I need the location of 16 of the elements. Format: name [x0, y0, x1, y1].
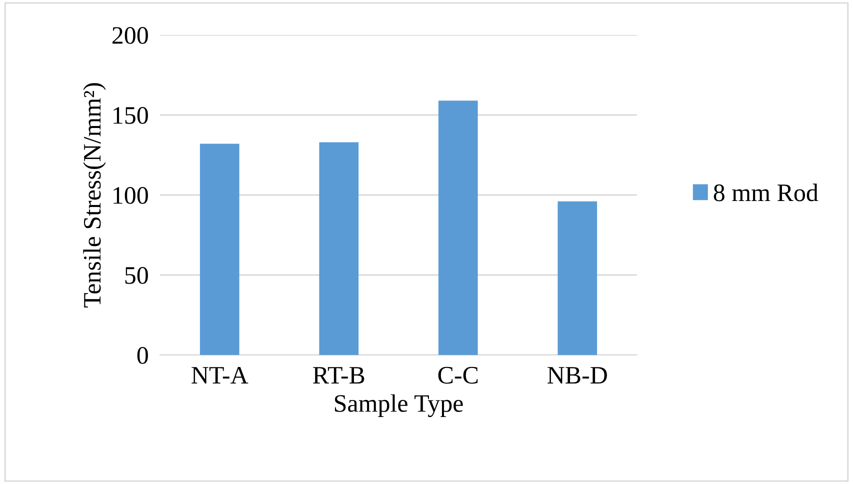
- bar: [319, 142, 359, 355]
- legend-label: 8 mm Rod: [714, 184, 818, 202]
- x-tick-label: NT-A: [192, 366, 248, 384]
- x-axis-title: Sample Type: [334, 394, 463, 418]
- y-tick-label: 100: [114, 187, 148, 204]
- bar: [558, 201, 598, 355]
- x-tick-label: C-C: [438, 366, 478, 384]
- y-tick-label: 200: [112, 27, 148, 44]
- x-tick-label: NB-D: [548, 367, 607, 384]
- bar: [438, 100, 478, 355]
- y-tick-label: 150: [114, 107, 148, 124]
- bar: [200, 144, 240, 355]
- x-tick-label: RT-B: [313, 367, 364, 384]
- y-tick-label: 50: [125, 267, 148, 284]
- y-tick-label: 0: [137, 347, 148, 364]
- y-axis-title: Tensile Stress(N/mm²): [83, 83, 106, 308]
